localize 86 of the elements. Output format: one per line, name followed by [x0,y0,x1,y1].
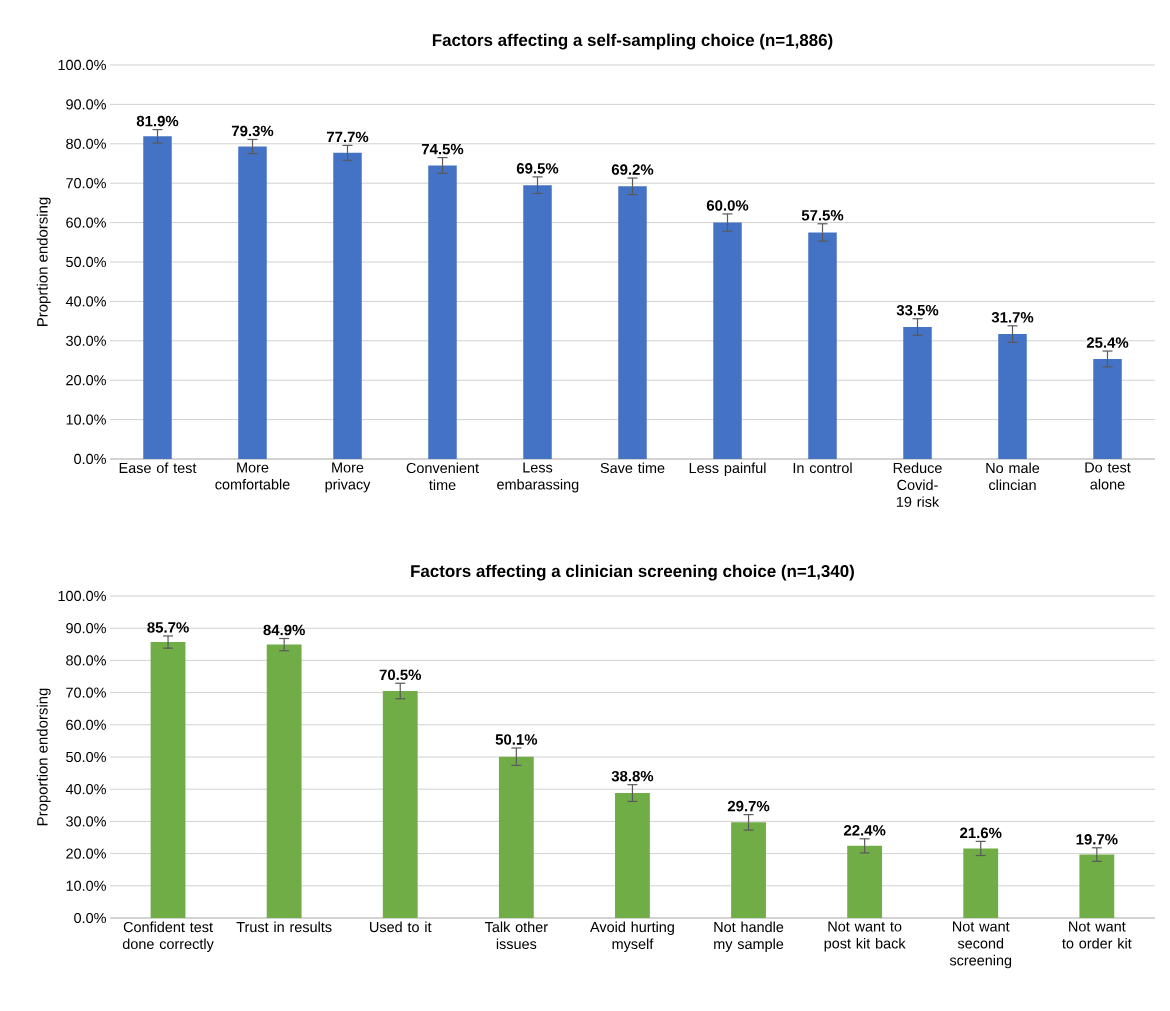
y-tick-label: 20.0% [66,848,106,859]
chart-title: Factors affecting a clinician screening choice (n=1,340) [411,564,854,581]
x-tick-label: Trust in results [236,921,332,933]
data-label: 19.7% [1076,834,1118,845]
x-tick-label: Save time [600,462,665,474]
x-tick-label: Avoid hurting myself [590,921,674,952]
x-tick-label: Do test alone [1085,462,1131,490]
bar [713,222,742,459]
data-label: 25.4% [1086,337,1129,348]
x-tick-label: Not want to post kit back [824,921,906,952]
y-tick-label: 70.0% [66,687,106,698]
x-tick-label: Confident test done correctly [122,921,214,952]
y-tick-label: 10.0% [66,880,106,891]
x-tick-label: Not want second screening [949,921,1012,969]
data-label: 38.8% [611,770,654,782]
x-tick-label: Used to it [370,921,432,933]
y-axis-title: Proprtion endorsing [36,197,51,326]
bar [847,845,883,918]
y-tick-label: 0.0% [74,912,106,924]
y-tick-label: 70.0% [66,178,106,189]
bar [428,165,457,459]
data-label: 69.2% [611,164,654,175]
data-label: 85.7% [147,622,189,633]
y-tick-label: 10.0% [66,414,106,425]
bar [143,136,172,459]
bar [963,848,999,918]
data-label: 79.3% [231,125,274,137]
y-tick-label: 80.0% [66,138,106,149]
bar [266,644,302,918]
y-axis-title: Proportion endorsing [36,688,51,826]
x-tick-label: Not handle my sample [714,921,784,952]
bar [1079,854,1115,918]
data-label: 74.5% [421,143,464,155]
data-label: 70.5% [379,669,422,681]
y-tick-label: 0.0% [74,453,106,465]
x-tick-label: Reduce Covid-19 risk [893,462,942,507]
data-label: 21.6% [960,827,1002,839]
bar [618,186,647,459]
y-tick-label: 20.0% [66,375,106,386]
y-tick-label: 40.0% [65,296,106,307]
x-tick-label: More comfortable [215,462,290,490]
x-tick-label: Less embarassing [497,462,579,493]
y-tick-label: 50.0% [66,256,106,268]
x-tick-label: In control [793,462,852,474]
x-tick-label: No male clincian [986,462,1040,491]
bar [333,152,362,459]
data-label: 77.7% [326,131,369,143]
y-tick-label: 60.0% [66,217,106,228]
data-label: 81.9% [136,115,179,127]
y-tick-label: 100.0% [58,590,106,602]
data-label: 22.4% [843,825,886,836]
y-tick-label: 90.0% [66,99,106,110]
x-tick-label: More privacy [325,462,371,493]
chart-title: Factors affecting a self-sampling choice (n=1,886) [432,33,833,50]
y-tick-label: 50.0% [66,751,106,763]
data-label: 60.0% [706,200,749,211]
y-tick-label: 100.0% [58,59,106,71]
data-label: 57.5% [801,210,844,221]
y-tick-label: 80.0% [66,655,106,666]
data-label: 69.5% [516,163,559,174]
bar [498,756,534,918]
x-tick-label: Not want to order kit [1062,921,1132,949]
bar [903,327,932,459]
bar [523,185,552,459]
y-tick-label: 90.0% [66,623,106,634]
y-tick-label: 30.0% [66,335,106,346]
bar [382,690,418,918]
x-tick-label: Ease of test [119,462,197,474]
data-label: 31.7% [991,312,1034,323]
bar [731,822,766,918]
data-label: 84.9% [263,624,305,636]
bar [1093,358,1122,459]
data-label: 29.7% [727,800,770,812]
data-label: 50.1% [495,734,538,745]
data-label: 33.5% [896,304,939,316]
x-tick-label: Convenient time [406,462,479,491]
bar [998,334,1027,459]
y-tick-label: 30.0% [66,816,106,827]
bar [150,642,186,918]
x-tick-label: Less painful [689,462,766,476]
bar [808,232,837,459]
y-tick-label: 60.0% [66,719,106,730]
bar [615,793,650,918]
x-tick-label: Talk other issues [484,921,548,950]
y-tick-label: 40.0% [65,784,106,795]
bar [238,146,267,459]
